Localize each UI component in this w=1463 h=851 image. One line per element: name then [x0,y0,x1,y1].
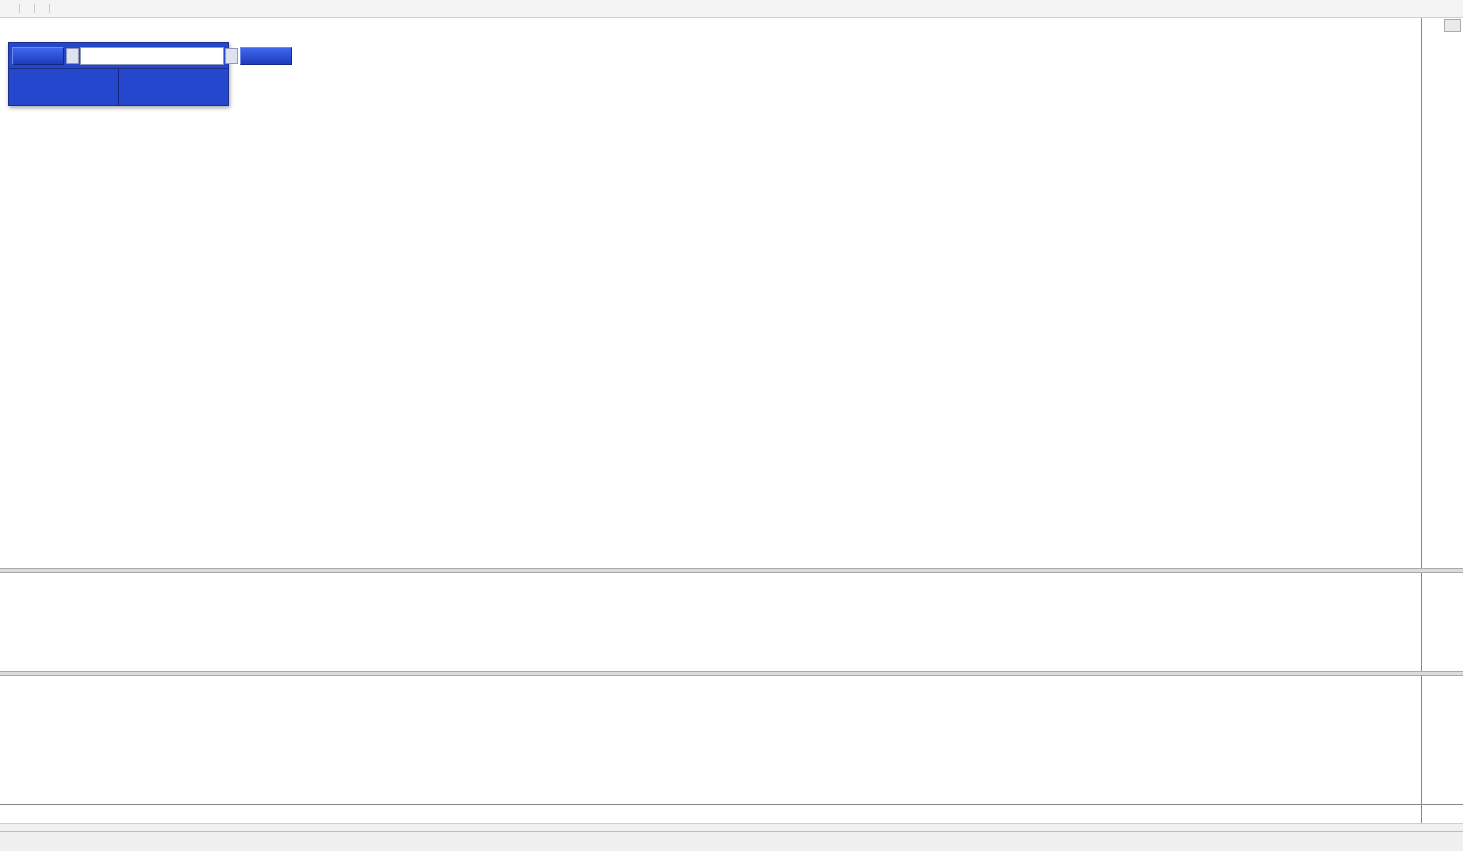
chart-title [6,23,10,35]
date-axis-corner [1422,805,1463,823]
lot-decrease-button[interactable] [66,48,79,64]
lot-increase-button[interactable] [225,48,238,64]
panel-splitter[interactable] [0,568,1463,573]
macd-scale[interactable] [1422,573,1463,671]
timeframe-toolbar [0,0,1463,18]
buy-button[interactable] [240,47,292,65]
sell-price-display[interactable] [9,69,118,105]
macd-row [0,573,1463,671]
panel-splitter[interactable] [0,671,1463,676]
price-divider [118,69,119,105]
trade-panel-controls [9,43,292,68]
rsi-canvas[interactable] [0,676,1421,804]
macd-panel[interactable] [0,573,1422,671]
rsi-row [0,676,1463,804]
date-axis-row [0,804,1463,823]
main-price-scale[interactable] [1422,18,1463,568]
main-chart-row [0,18,1463,568]
rsi-scale[interactable] [1422,676,1463,804]
chart-workspace [0,18,1463,823]
macd-label [5,576,15,587]
rsi-label [5,679,11,690]
scroll-grip[interactable] [1444,19,1461,32]
chart-tabbar [0,831,1463,851]
tab-navigation [1442,832,1463,851]
bottom-strip [0,823,1463,831]
one-click-trading-panel [8,42,292,106]
trade-panel-prices [9,68,228,105]
macd-canvas[interactable] [0,573,1421,671]
toolbar-separator [49,4,50,13]
buy-price-display[interactable] [119,69,228,105]
main-chart-panel[interactable] [0,18,1422,568]
price-chart-canvas[interactable] [0,18,1421,568]
date-axis[interactable] [0,805,1422,823]
rsi-panel[interactable] [0,676,1422,804]
toolbar-separator [19,4,20,13]
sell-button[interactable] [12,47,64,65]
toolbar-separator [34,4,35,13]
lot-size-input[interactable] [80,47,224,65]
lot-size-control [66,47,238,65]
